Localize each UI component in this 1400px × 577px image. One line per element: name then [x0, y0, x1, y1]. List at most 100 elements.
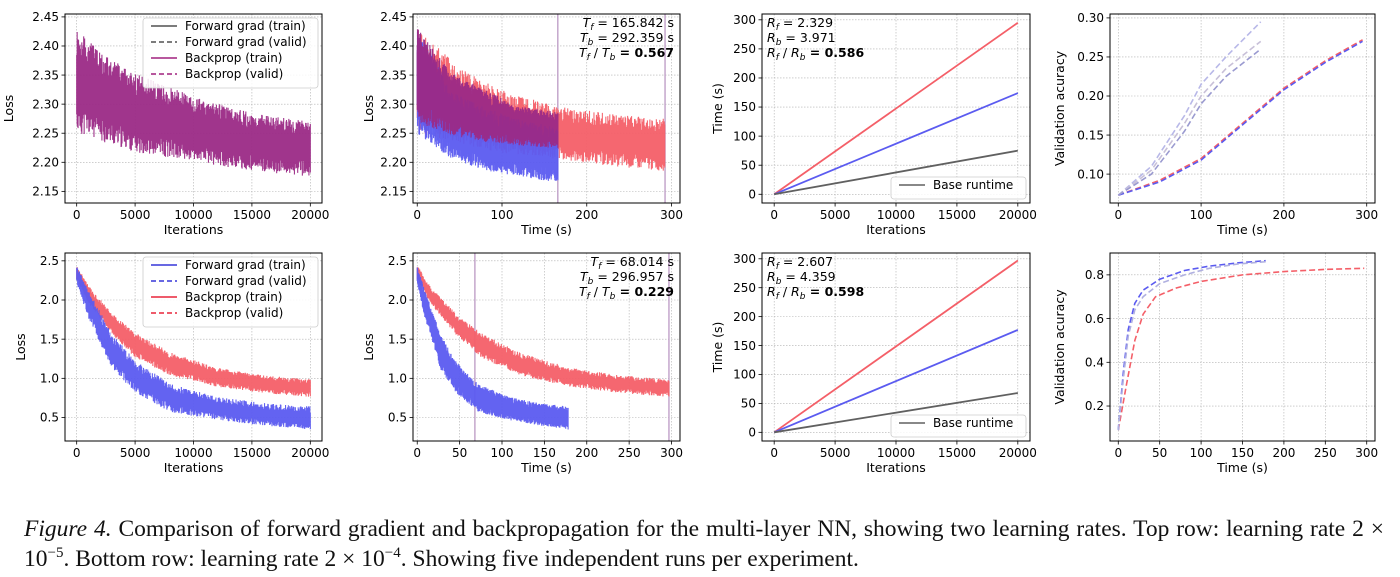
- y-tick-label: 50: [741, 158, 756, 172]
- legend-label: Backprop (valid): [185, 306, 283, 320]
- annotation-sub: f: [776, 23, 781, 33]
- legend-box: [890, 176, 1027, 200]
- y-tick-label: 2.0: [388, 293, 407, 307]
- plot-area: [416, 253, 670, 441]
- plot-area: [1117, 259, 1365, 431]
- y-tick-label: 2.5: [40, 254, 59, 268]
- figure: 0 5000 10000 15000 200002.152.202.252.302.35…: [1, 10, 1378, 475]
- y-axis-label: Loss: [13, 333, 28, 360]
- caption-text-1: Comparison of forward gradient and backp…: [24, 516, 1384, 572]
- y-axis-label: Time (s): [710, 83, 725, 135]
- x-tick-label: 150: [533, 446, 556, 460]
- annotation-var: T: [579, 45, 588, 60]
- axes-frame: [412, 252, 681, 442]
- x-tick-label: 0: [1114, 208, 1122, 222]
- annotation-var: R: [767, 45, 776, 60]
- y-tick-label: 0.25: [1077, 50, 1104, 64]
- annotation-sub: b: [588, 38, 594, 48]
- annotation-text: /: [590, 45, 602, 60]
- annotation-text: = 296.957 s: [593, 269, 674, 284]
- annotation-var: T: [591, 254, 600, 269]
- y-tick-label: 0.6: [1085, 312, 1104, 326]
- legend-label: Backprop (train): [185, 290, 283, 304]
- y-tick-label: 2.45: [32, 10, 59, 24]
- annotation-text: /: [779, 284, 791, 299]
- annotation-line: Tb = 292.359 s: [580, 30, 674, 48]
- x-tick-label: 20000: [999, 208, 1037, 222]
- annotation-line: Tb = 296.957 s: [580, 269, 674, 287]
- plot-area: [76, 32, 311, 176]
- annotation-text: = 2.329: [779, 15, 833, 30]
- series-line: [1118, 40, 1363, 196]
- y-axis-label: Loss: [361, 333, 376, 360]
- x-axis-label: Time (s): [1216, 222, 1268, 237]
- x-tick-label: 10000: [877, 208, 915, 222]
- y-tick-label: 200: [733, 310, 756, 324]
- annotation-sub: b: [776, 277, 782, 287]
- y-axis-label: Loss: [1, 95, 16, 122]
- legend-label: Forward grad (train): [185, 258, 306, 272]
- chart-r1c0: 0 5000 10000 15000 20000 0.5 1.0 1.5 2.0 2.5 Itera…: [13, 252, 329, 475]
- annotation-line: Rf / Rb = 0.598: [767, 284, 864, 302]
- annotation-line: Rb = 3.971: [767, 30, 836, 48]
- x-tick-label: 20000: [291, 446, 329, 460]
- y-tick-label: 2.40: [380, 39, 407, 53]
- y-tick-label: 2.25: [380, 126, 407, 140]
- series-line: [1118, 39, 1363, 196]
- series-line: [774, 149, 1018, 196]
- y-axis-label: Time (s): [710, 322, 725, 374]
- annotation-var: T: [580, 269, 589, 284]
- x-tick-label: 0: [413, 208, 421, 222]
- series-line: [773, 259, 1019, 434]
- y-tick-label: 2.30: [32, 97, 59, 111]
- annotation-line: Tf / Tb = 0.567: [579, 45, 674, 63]
- y-tick-label: 0.20: [1077, 89, 1104, 103]
- x-axis-label: Iterations: [866, 460, 926, 475]
- series-line: [1117, 259, 1266, 431]
- x-tick-label: 300: [1355, 446, 1378, 460]
- x-tick-label: 50: [1152, 446, 1167, 460]
- y-tick-label: 1.5: [388, 332, 407, 346]
- x-tick-label: 50: [452, 446, 467, 460]
- chart-r1c1: 0 50 100 150 200 250 300 0.5 1.0 1.5 2.0 2.5 Time (s…: [361, 252, 683, 475]
- y-tick-label: 0.8: [1085, 268, 1104, 282]
- annotation-sub: b: [610, 292, 616, 302]
- x-tick-label: 250: [618, 446, 641, 460]
- annotation-line: Tf = 68.014 s: [591, 254, 674, 272]
- annotation-var: R: [767, 254, 776, 269]
- annotation-sub: b: [776, 38, 782, 48]
- y-axis-label: Loss: [361, 95, 376, 122]
- y-tick-label: 2.15: [380, 185, 407, 199]
- y-axis-label: Validation acuracy: [1052, 50, 1067, 166]
- series-line: [773, 329, 1019, 434]
- y-tick-label: 2.20: [32, 155, 59, 169]
- y-tick-label: 0: [748, 426, 756, 440]
- annotation-var: T: [580, 30, 589, 45]
- y-tick-label: 2.30: [380, 97, 407, 111]
- x-tick-label: 15000: [233, 208, 271, 222]
- legend-label: Forward grad (valid): [185, 35, 307, 49]
- plot-area: [416, 14, 666, 203]
- annotation-sub: f: [587, 292, 592, 302]
- annotation-sub: f: [598, 262, 603, 272]
- x-tick-label: 0: [413, 446, 421, 460]
- y-tick-label: 100: [733, 129, 756, 143]
- x-tick-label: 300: [660, 446, 683, 460]
- x-axis-label: Time (s): [520, 460, 572, 475]
- series-band: [76, 267, 311, 430]
- x-axis-label: Iterations: [164, 460, 224, 475]
- x-tick-label: 250: [1314, 446, 1337, 460]
- x-axis-label: Time (s): [1216, 460, 1268, 475]
- x-axis-label: Iterations: [866, 222, 926, 237]
- x-tick-label: 5000: [820, 208, 851, 222]
- x-tick-label: 5000: [120, 446, 151, 460]
- chart-r1c2: 0 5000 10000 15000 20000 0 50 100 150 200 250 300 It…: [710, 252, 1037, 475]
- legend-box: [890, 414, 1027, 438]
- series-line: [1117, 40, 1262, 196]
- y-tick-label: 0.10: [1077, 167, 1104, 181]
- annotation-sub: b: [800, 292, 806, 302]
- annotation-line: Rf = 2.607: [767, 254, 833, 272]
- y-tick-label: 150: [733, 100, 756, 114]
- y-tick-label: 1.0: [40, 372, 59, 386]
- annotation-line: Rf = 2.329: [767, 15, 833, 33]
